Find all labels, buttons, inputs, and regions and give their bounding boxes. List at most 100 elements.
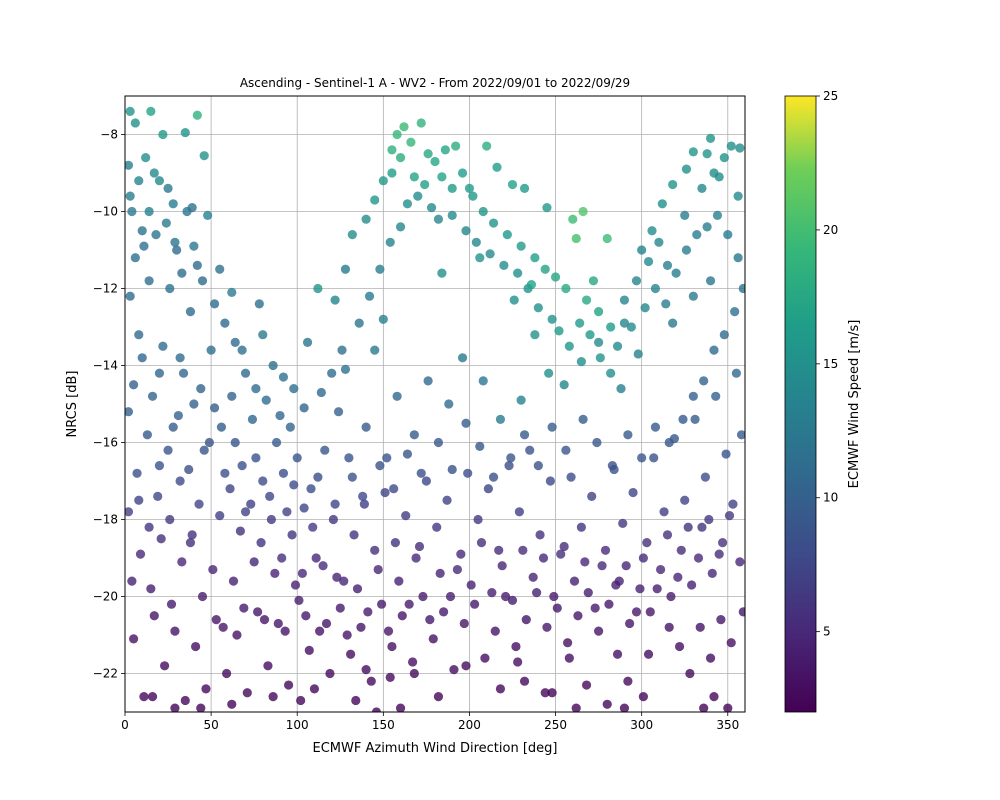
y-tick-label: −20: [93, 590, 118, 604]
scatter-point: [533, 303, 543, 313]
scatter-point: [564, 653, 574, 663]
scatter-point: [189, 399, 199, 409]
scatter-point: [383, 626, 394, 636]
scatter-point: [147, 391, 158, 401]
scatter-point: [337, 345, 347, 355]
scatter-point: [199, 151, 209, 161]
scatter-point: [197, 276, 208, 286]
scatter-point: [240, 507, 251, 517]
scatter-point: [232, 630, 242, 640]
scatter-point: [457, 168, 468, 178]
scatter-point: [385, 237, 395, 247]
scatter-point: [346, 649, 356, 659]
scatter-point: [230, 337, 240, 347]
x-tick-label: 0: [121, 718, 129, 732]
scatter-point: [425, 615, 435, 625]
scatter-point: [540, 264, 550, 274]
scatter-point: [662, 260, 673, 270]
scatter-point: [705, 133, 716, 143]
scatter-point: [583, 588, 593, 598]
scatter-point: [502, 230, 512, 240]
scatter-point: [316, 387, 326, 398]
scatter-point: [373, 564, 383, 575]
scatter-point: [259, 615, 270, 625]
scatter-point: [678, 414, 688, 424]
scatter-point: [149, 611, 159, 621]
scatter-point: [606, 322, 616, 332]
scatter-point: [709, 345, 719, 355]
scatter-point: [249, 557, 259, 567]
plot-area-frame: [124, 95, 746, 713]
scatter-point: [513, 657, 523, 667]
scatter-point: [132, 468, 142, 478]
scatter-point: [209, 299, 220, 309]
scatter-point: [680, 210, 690, 220]
scatter-point: [650, 283, 661, 294]
y-axis-label: NRCS [dB]: [65, 371, 80, 438]
scatter-point: [392, 129, 402, 140]
scatter-point: [649, 453, 659, 463]
scatter-point: [550, 272, 561, 282]
scatter-point: [699, 376, 709, 386]
scatter-point: [475, 441, 485, 451]
scatter-point: [358, 491, 368, 501]
scatter-point: [180, 127, 190, 138]
scatter-point: [277, 553, 287, 563]
scatter-point: [230, 437, 240, 448]
scatter-point: [595, 353, 605, 363]
scatter-point: [573, 611, 583, 621]
scatter-point: [600, 545, 611, 555]
scatter-point: [711, 391, 721, 401]
scatter-point: [687, 580, 697, 590]
scatter-point: [287, 530, 297, 540]
scatter-point: [669, 434, 679, 444]
scatter-point: [401, 511, 411, 521]
scatter-point: [265, 491, 275, 501]
scatter-point: [137, 226, 147, 236]
scatter-point: [461, 418, 471, 428]
scatter-point: [161, 218, 171, 228]
scatter-point: [237, 461, 247, 471]
scatter-point: [633, 349, 643, 359]
scatter-point: [702, 222, 712, 232]
scatter-point: [697, 522, 707, 532]
scatter-point: [501, 591, 511, 602]
scatter-point: [185, 538, 196, 548]
scatter-point: [333, 407, 344, 417]
scatter-point: [571, 233, 581, 244]
scatter-point: [569, 576, 580, 586]
scatter-point: [194, 499, 204, 509]
scatter-point: [492, 162, 502, 172]
scatter-point: [258, 330, 268, 340]
scatter-point: [349, 530, 359, 540]
scatter-point: [432, 522, 442, 532]
scatter-point: [420, 179, 430, 190]
scatter-point: [532, 588, 542, 598]
scatter-point: [292, 453, 302, 463]
scatter-point: [315, 626, 325, 636]
scatter-point: [673, 572, 683, 582]
scatter-point: [547, 688, 557, 698]
scatter-point: [476, 538, 487, 548]
scatter-point: [576, 357, 586, 367]
scatter-point: [222, 668, 232, 679]
scatter-point: [359, 499, 369, 509]
scatter-point: [296, 695, 306, 706]
scatter-point: [299, 403, 309, 413]
scatter-point: [559, 541, 569, 552]
scatter-point: [724, 511, 735, 521]
scatter-point: [442, 495, 452, 505]
scatter-point: [530, 253, 540, 263]
y-tick-label: −12: [93, 282, 118, 296]
scatter-point: [335, 603, 345, 613]
scatter-point: [239, 603, 249, 613]
scatter-point: [688, 147, 698, 157]
scatter-point: [549, 591, 559, 602]
scatter-point: [175, 353, 185, 363]
scatter-point: [606, 368, 616, 378]
scatter-point: [585, 330, 595, 340]
scatter-point: [619, 318, 630, 328]
scatter-point: [688, 391, 698, 401]
scatter-point: [714, 549, 724, 559]
